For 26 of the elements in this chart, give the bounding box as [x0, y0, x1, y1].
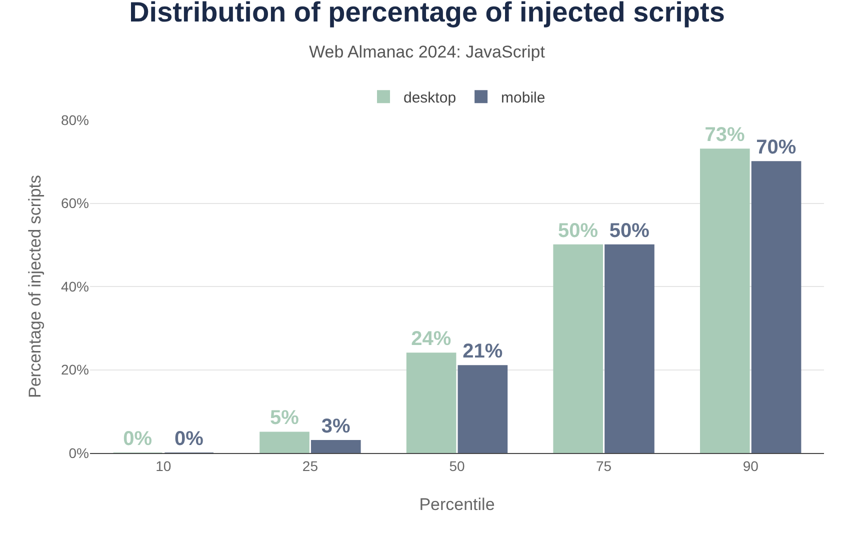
data-label: 0% — [174, 428, 204, 450]
data-label: 50% — [609, 220, 650, 242]
y-tick-label: 0% — [68, 444, 89, 461]
data-label: 0% — [123, 428, 152, 450]
x-tick-label: 25 — [302, 458, 318, 474]
chart-title: Distribution of percentage of injected scripts — [129, 0, 725, 28]
legend-label: mobile — [501, 89, 546, 106]
x-tick-label: 50 — [449, 458, 465, 474]
data-label: 50% — [558, 220, 598, 242]
data-label: 73% — [704, 124, 746, 146]
x-axis-title: Percentile — [419, 495, 495, 514]
data-label: 70% — [756, 136, 796, 159]
x-tick-label: 90 — [742, 458, 759, 474]
y-tick-label: 40% — [60, 278, 89, 294]
y-tick-label: 80% — [60, 112, 89, 128]
x-tick-label: 75 — [596, 458, 612, 474]
chart-subtitle: Web Almanac 2024: JavaScript — [309, 42, 546, 62]
y-tick-label: 20% — [60, 362, 89, 378]
x-tick-label: 10 — [156, 458, 172, 474]
y-axis-title: Percentage of injected scripts — [26, 174, 45, 398]
data-label: 3% — [321, 416, 350, 438]
data-label: 5% — [270, 407, 300, 430]
legend-label: desktop — [404, 89, 456, 106]
data-label: 21% — [462, 340, 503, 363]
data-label: 24% — [411, 328, 452, 350]
y-tick-label: 60% — [60, 195, 89, 212]
